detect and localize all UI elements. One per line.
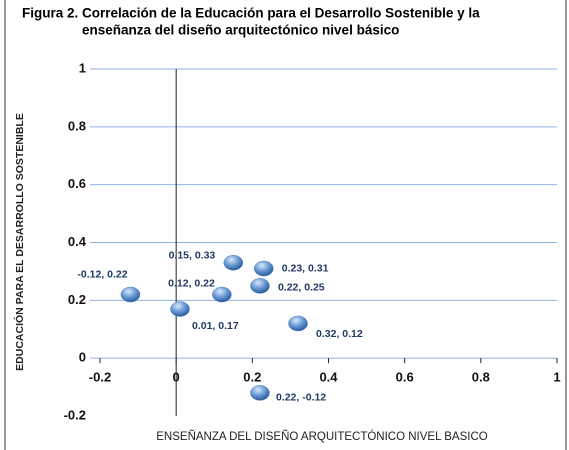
point	[212, 286, 232, 303]
data-label: 0.12, 0.22	[168, 277, 215, 289]
x-tick-label: 0.4	[319, 370, 338, 385]
x-tick-label: 0	[173, 370, 180, 385]
y-tick-label: 1	[79, 60, 86, 75]
chart-title: enseñanza del diseño arquitectónico nive…	[82, 23, 399, 38]
y-tick-label: 0	[79, 350, 86, 365]
data-label: -0.12, 0.22	[77, 268, 127, 280]
x-tick-label: 0.8	[472, 370, 490, 385]
y-tick-label: 0.2	[68, 292, 86, 307]
data-label: 0.22, -0.12	[276, 392, 326, 404]
y-tick-label: 0.4	[68, 234, 87, 249]
data-label: 0.23, 0.31	[282, 262, 329, 274]
x-tick-label: -0.2	[89, 370, 111, 385]
data-label: 0.32, 0.12	[316, 328, 363, 340]
x-tick-label: 1	[553, 370, 560, 385]
data-label: 0.01, 0.17	[192, 320, 239, 332]
point	[250, 278, 270, 294]
point	[250, 385, 270, 401]
point	[254, 260, 274, 277]
y-tick-label: 0.8	[68, 118, 86, 133]
x-tick-label: 0.6	[396, 370, 414, 385]
point	[223, 254, 244, 271]
chart-title: Figura 2. Correlación de la Educación pa…	[22, 6, 480, 21]
y-axis-label: EDUCACIÓN PARA EL DESARROLLO SOSTENIBLE	[13, 113, 26, 371]
data-label: 0.15, 0.33	[169, 250, 216, 262]
data-label: 0.22, 0.25	[278, 282, 325, 294]
point	[120, 286, 141, 303]
point	[170, 301, 190, 317]
y-tick-label: 0.6	[68, 176, 86, 191]
y-tick-label: -0.2	[64, 407, 86, 422]
x-tick-label: 0.2	[243, 370, 261, 385]
point	[288, 315, 308, 332]
x-axis-label: ENSEÑANZA DEL DISEÑO ARQUITECTÓNICO NIVE…	[156, 430, 487, 443]
